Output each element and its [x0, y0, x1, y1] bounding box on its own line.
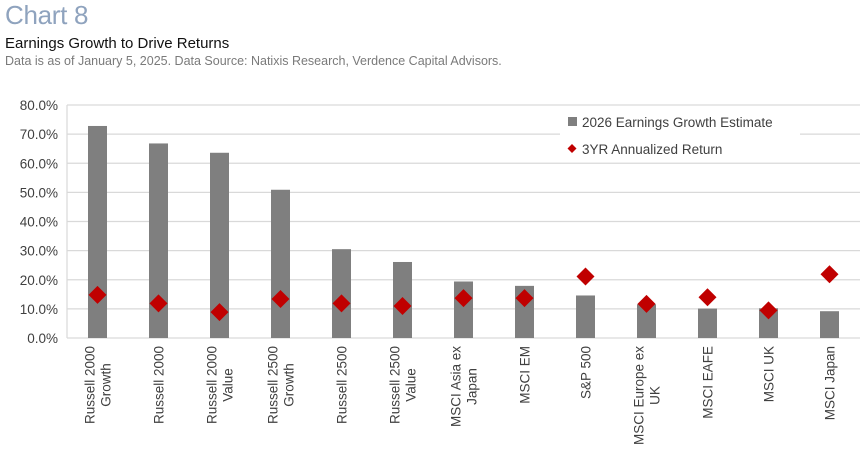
y-tick-label: 10.0%	[20, 302, 58, 317]
chart-title: Earnings Growth to Drive Returns	[5, 35, 230, 52]
bar	[210, 152, 229, 338]
y-tick-label: 30.0%	[20, 244, 58, 259]
y-tick-label: 20.0%	[20, 273, 58, 288]
x-tick-label: MSCI UK	[762, 346, 777, 402]
x-tick-label: MSCI Europe ex UK	[632, 346, 663, 445]
legend-bar-swatch	[568, 117, 577, 126]
y-tick-label: 40.0%	[20, 215, 58, 230]
x-tick-label-line: S&P 500	[579, 346, 594, 399]
bar	[576, 295, 595, 338]
legend-label-return: 3YR Annualized Return	[582, 142, 722, 157]
x-tick-label-line: MSCI EM	[518, 346, 533, 404]
x-tick-label-line: Growth	[99, 363, 114, 407]
x-tick-label-line: Russell 2500	[266, 346, 281, 424]
y-tick-label: 70.0%	[20, 127, 58, 142]
legend-background	[560, 110, 800, 162]
x-tick-label-line: Russell 2000	[83, 346, 98, 424]
diamond-marker	[637, 294, 656, 313]
diamond-marker	[210, 303, 229, 322]
y-tick-label: 80.0%	[20, 98, 58, 113]
x-tick-label: Russell 2000	[152, 346, 167, 424]
x-tick-label-line: MSCI Japan	[823, 346, 838, 420]
bar	[637, 304, 656, 338]
diamond-marker	[576, 267, 595, 286]
x-tick-label-line: Value	[404, 368, 419, 402]
x-tick-label-line: Russell 2000	[205, 346, 220, 424]
bar	[332, 249, 351, 338]
x-axis-ticks: Russell 2000 Growth Russell 2000 Russell 20…	[83, 346, 838, 445]
y-tick-label: 60.0%	[20, 156, 58, 171]
bar	[271, 189, 290, 338]
x-tick-label-line: UK	[648, 386, 663, 405]
x-tick-label: S&P 500	[579, 346, 594, 399]
diamond-marker	[88, 285, 107, 304]
x-tick-label: MSCI EAFE	[701, 346, 716, 419]
x-tick-label-line: Value	[221, 368, 236, 402]
x-tick-label: MSCI Japan	[823, 346, 838, 420]
bar	[149, 143, 168, 338]
y-tick-label: 0.0%	[27, 331, 58, 346]
diamond-marker	[759, 301, 778, 320]
diamond-marker	[515, 289, 534, 308]
y-tick-label: 50.0%	[20, 185, 58, 200]
x-tick-label: Russell 2500 Growth	[266, 346, 297, 424]
chart-number: Chart 8	[5, 0, 89, 30]
gridlines	[66, 104, 860, 339]
diamond-marker	[820, 265, 839, 284]
x-tick-label-line: MSCI Europe ex	[632, 346, 647, 445]
x-tick-label-line: Russell 2000	[152, 346, 167, 424]
x-tick-label-line: Russell 2500	[335, 346, 350, 424]
x-tick-label: MSCI EM	[518, 346, 533, 404]
x-tick-label: Russell 2500 Value	[388, 346, 419, 424]
diamond-marker	[149, 294, 168, 313]
legend-label-earnings: 2026 Earnings Growth Estimate	[582, 115, 773, 130]
legend: 2026 Earnings Growth Estimate 3YR Annual…	[560, 110, 800, 162]
x-tick-label: Russell 2000 Value	[205, 346, 236, 424]
x-tick-label: MSCI Asia ex Japan	[449, 346, 480, 427]
bar	[820, 311, 839, 338]
x-tick-label-line: MSCI Asia ex	[449, 346, 464, 427]
diamond-marker	[454, 289, 473, 308]
x-tick-label-line: MSCI EAFE	[701, 346, 716, 419]
bar	[698, 308, 717, 338]
x-tick-label-line: Japan	[465, 368, 480, 405]
y-axis-ticks: 0.0% 10.0% 20.0% 30.0% 40.0% 50.0% 60.0% 70.0% 8…	[20, 98, 58, 346]
marker-series	[88, 265, 839, 322]
bar	[759, 308, 778, 338]
diamond-marker	[271, 289, 290, 308]
diamond-marker	[332, 294, 351, 313]
x-tick-label: Russell 2000 Growth	[83, 346, 114, 424]
chart-subtitle: Data is as of January 5, 2025. Data Sour…	[5, 54, 502, 68]
legend-diamond-swatch	[567, 144, 577, 153]
bar	[88, 125, 107, 338]
x-tick-label-line: Growth	[282, 363, 297, 407]
diamond-marker	[698, 288, 717, 307]
diamond-marker	[393, 296, 412, 315]
x-tick-label-line: MSCI UK	[762, 346, 777, 402]
x-tick-label-line: Russell 2500	[388, 346, 403, 424]
x-tick-label: Russell 2500	[335, 346, 350, 424]
